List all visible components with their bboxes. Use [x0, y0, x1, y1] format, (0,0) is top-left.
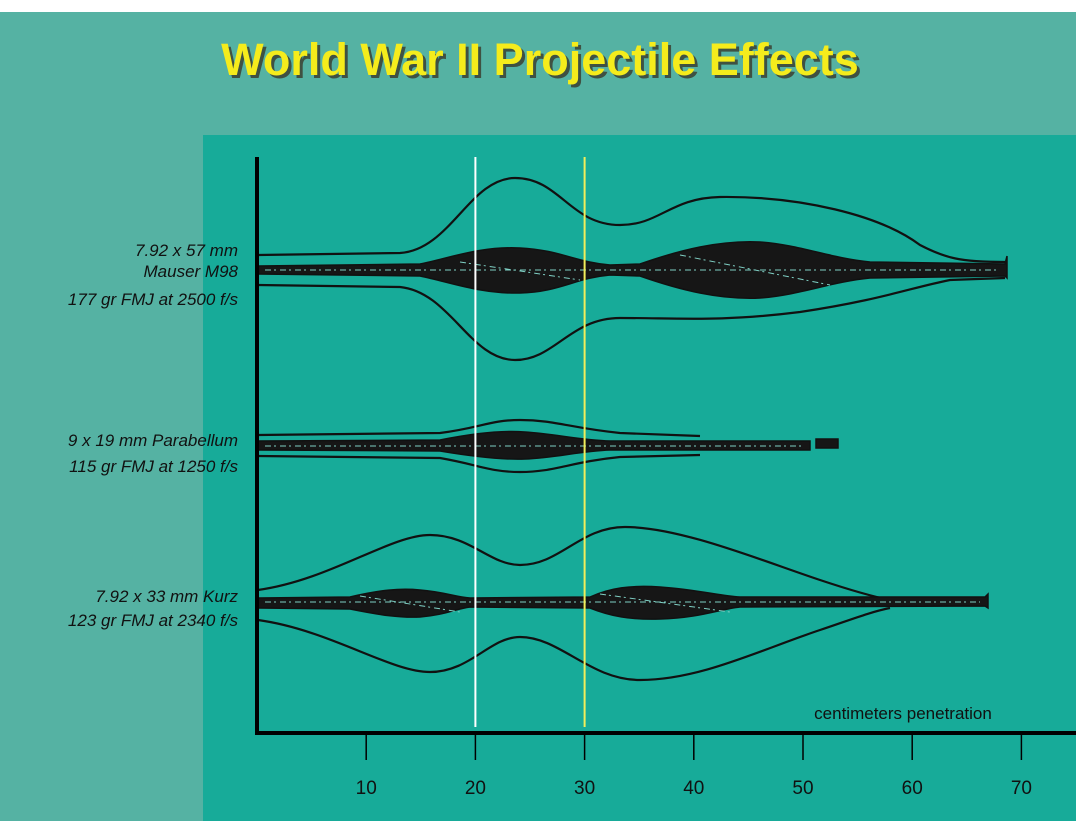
profile-label: 9 x 19 mm Parabellum: [68, 431, 238, 450]
profile-label: 115 gr FMJ at 1250 f/s: [69, 457, 238, 476]
x-tick-label: 60: [902, 778, 923, 799]
profile-label: 7.92 x 33 mm Kurz: [95, 587, 238, 606]
profile-label: Mauser M98: [144, 262, 239, 281]
profile-label: 7.92 x 57 mm: [135, 241, 238, 260]
chart-title: World War II Projectile Effects: [221, 34, 859, 85]
profile-label: 123 gr FMJ at 2340 f/s: [68, 611, 239, 630]
x-axis-label: centimeters penetration: [814, 704, 992, 723]
permanent-cavity: [816, 439, 838, 448]
slide: World War II Projectile Effects World Wa…: [0, 0, 1076, 821]
x-tick-label: 40: [683, 778, 704, 799]
x-tick-label: 30: [574, 778, 595, 799]
x-tick-label: 20: [465, 778, 486, 799]
profile-label: 177 gr FMJ at 2500 f/s: [68, 290, 239, 309]
x-tick-label: 50: [792, 778, 813, 799]
x-tick-label: 10: [356, 778, 377, 799]
x-tick-label: 70: [1011, 778, 1032, 799]
